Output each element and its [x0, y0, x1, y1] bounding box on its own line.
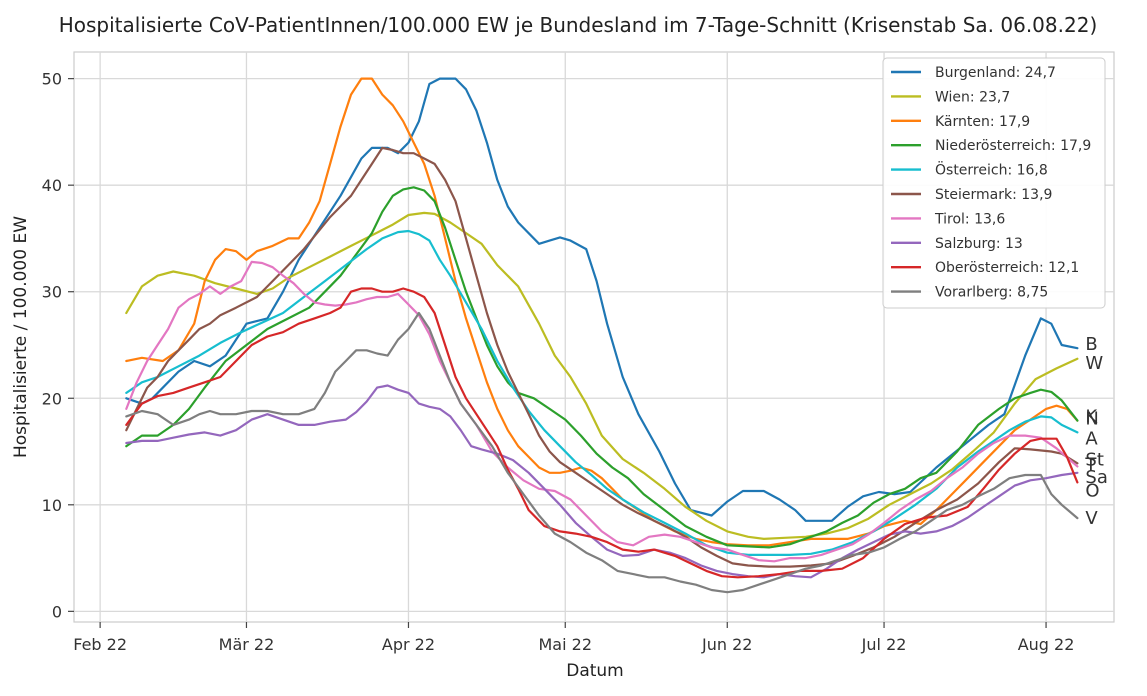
legend-label: Oberösterreich: 12,1: [935, 260, 1079, 276]
x-tick-label: Jun 22: [701, 635, 752, 654]
series-line-steiermark: [125, 146, 1079, 568]
legend-label: Vorarlberg: 8,75: [935, 285, 1048, 301]
legend-item: Österreich: 16,8: [891, 161, 1048, 179]
legend-item: Kärnten: 17,9: [891, 114, 1030, 130]
legend-label: Niederösterreich: 17,9: [935, 138, 1091, 154]
legend-label: Burgenland: 24,7: [935, 65, 1056, 81]
series-end-label: T: [1084, 454, 1097, 475]
y-tick-label: 10: [42, 496, 62, 515]
x-tick-label: Mär 22: [219, 635, 275, 654]
x-tick-label: Apr 22: [382, 635, 435, 654]
y-tick-label: 30: [42, 283, 62, 302]
y-tick-label: 0: [52, 602, 62, 621]
x-tick-label: Aug 22: [1018, 635, 1075, 654]
series-line-nieder-sterreich: [125, 186, 1079, 549]
series-end-label: V: [1085, 508, 1098, 529]
series-line-tirol: [125, 260, 1079, 563]
series-end-label: W: [1085, 353, 1103, 374]
legend-label: Salzburg: 13: [935, 236, 1023, 252]
legend-label: Kärnten: 17,9: [935, 114, 1030, 130]
y-tick-label: 40: [42, 176, 62, 195]
legend-label: Tirol: 13,6: [934, 211, 1005, 227]
series-line-k-rnten: [125, 77, 1079, 547]
series-end-label: Sa: [1085, 467, 1107, 488]
series-end-label: St: [1085, 449, 1103, 470]
series-line-ober-sterreich: [125, 287, 1079, 579]
x-tick-label: Feb 22: [73, 635, 127, 654]
series-line-wien: [125, 211, 1079, 540]
y-tick-label: 50: [42, 70, 62, 89]
y-axis-label: Hospitalisierte / 100.000 EW: [11, 216, 31, 458]
legend-item: Oberösterreich: 12,1: [891, 260, 1079, 276]
series-end-label: O: [1085, 480, 1099, 501]
legend-item: Salzburg: 13: [891, 236, 1023, 252]
series-line--sterreich: [125, 229, 1079, 556]
legend-label: Österreich: 16,8: [935, 161, 1048, 179]
y-tick-label: 20: [42, 389, 62, 408]
legend-box: [882, 57, 1106, 309]
series-line-vorarlberg: [125, 311, 1079, 594]
series-end-label: A: [1085, 428, 1098, 449]
legend-label: Wien: 23,7: [935, 89, 1010, 105]
legend-item: Vorarlberg: 8,75: [891, 285, 1048, 301]
legend-item: Burgenland: 24,7: [891, 65, 1056, 81]
legend-item: Steiermark: 13,9: [891, 187, 1052, 203]
legend-item: Wien: 23,7: [891, 89, 1010, 105]
series-end-label: N: [1085, 409, 1098, 430]
legend-item: Niederösterreich: 17,9: [891, 138, 1091, 154]
legend-item: Tirol: 13,6: [891, 211, 1005, 227]
series-lines: [125, 77, 1079, 594]
series-line-salzburg: [125, 384, 1079, 579]
series-end-label: K: [1085, 407, 1098, 428]
x-tick-label: Mai 22: [539, 635, 593, 654]
chart-title: Hospitalisierte CoV-PatientInnen/100.000…: [59, 13, 1098, 37]
series-end-label: B: [1085, 334, 1097, 355]
axis-ticks: Feb 22 Mär 22 Apr 22 Mai 22 Jun 22 Jul 22 Aug …: [42, 70, 1075, 654]
legend: Burgenland: 24,7 Wien: 23,7 Kärnten: 17,9 N…: [882, 57, 1106, 309]
x-tick-label: Jul 22: [861, 635, 907, 654]
x-axis-label: Datum: [566, 661, 624, 681]
legend-label: Steiermark: 13,9: [935, 187, 1052, 203]
